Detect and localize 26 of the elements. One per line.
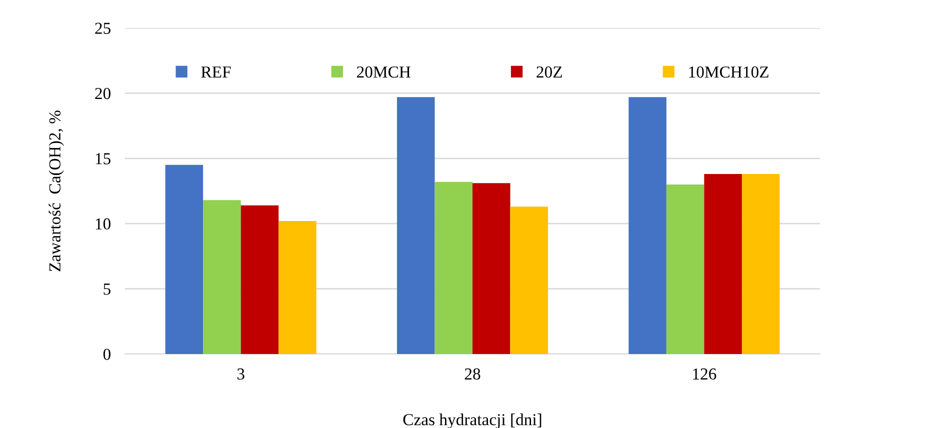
bar (434, 182, 472, 354)
y-tick-label: 0 (103, 348, 110, 360)
bar (666, 184, 704, 354)
y-axis-title: Zawartość Ca(OH)2, % (48, 110, 64, 272)
bar (704, 174, 742, 354)
bar (396, 97, 435, 354)
bar (278, 220, 316, 354)
y-tick-label: 5 (104, 284, 110, 295)
bar (510, 206, 548, 354)
y-tick-label: 25 (95, 22, 110, 34)
bar (472, 183, 510, 354)
y-tick-label: 10 (96, 218, 110, 230)
x-tick-label: 28 (464, 368, 480, 380)
legend-label: REF (201, 66, 231, 78)
bar (165, 164, 204, 354)
bar (240, 205, 279, 354)
legend-label: 20MCH (357, 66, 410, 78)
bar (628, 97, 666, 354)
bar (742, 174, 780, 354)
legend-label: 20Z (536, 66, 562, 78)
y-tick-label: 20 (95, 88, 110, 100)
y-tick-label: 15 (96, 153, 110, 164)
bar (203, 200, 241, 354)
legend-label: 10MCH10Z (689, 66, 768, 78)
x-tick-label: 126 (693, 368, 716, 380)
x-tick-label: 3 (237, 368, 244, 380)
